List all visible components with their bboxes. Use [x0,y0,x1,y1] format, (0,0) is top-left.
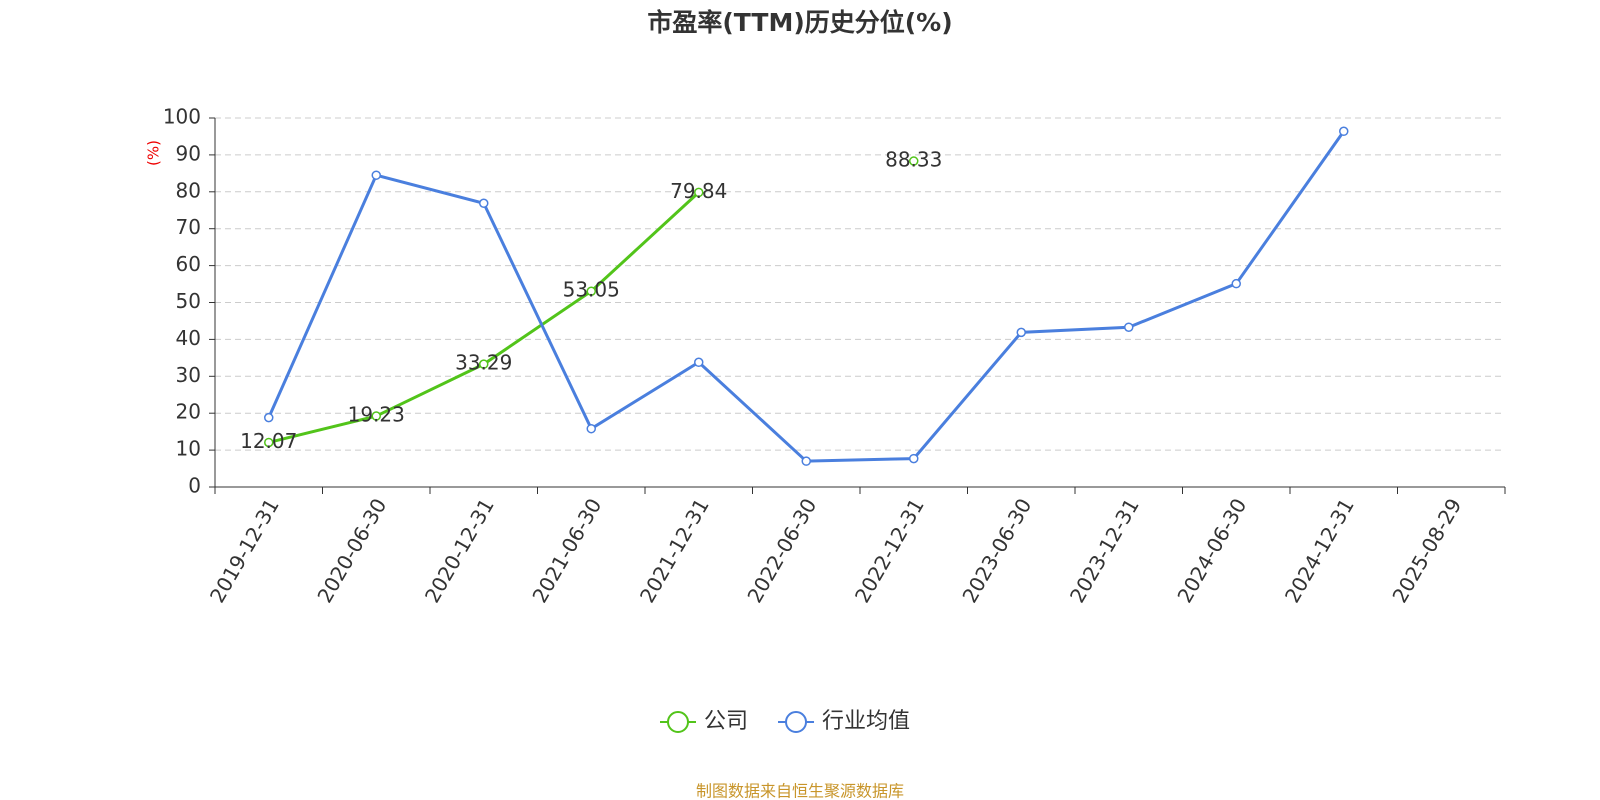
y-tick-label: 90 [176,141,201,165]
data-point [371,411,381,421]
chart-title: 市盈率(TTM)历史分位(%) [647,8,952,37]
legend-item[interactable]: 公司 [660,709,748,734]
data-point [909,453,919,464]
data-point [694,187,704,198]
x-tick-label: 2021-06-30 [527,494,606,607]
series-line [269,161,914,442]
x-tick-label: 2023-06-30 [957,494,1036,607]
footer: 制图数据来自恒生聚源数据库 [696,782,904,800]
x-tick-label: 2020-06-30 [312,494,391,607]
y-tick-label: 70 [176,215,201,239]
legend-label: 行业均值 [822,709,910,734]
x-tick-label: 2024-06-30 [1172,494,1251,607]
data-point [264,412,274,423]
y-tick-label: 10 [176,437,201,461]
y-tick-label: 20 [176,400,201,424]
x-tick-label: 2025-08-29 [1387,494,1466,607]
data-label: 19.23 [348,403,405,427]
data-point [1339,126,1349,137]
y-axis-label: (%) [145,140,163,166]
legend-marker [785,711,808,733]
data-point [586,423,596,434]
legend-marker [667,711,689,733]
data-point [1016,327,1026,338]
series-line [267,130,1345,463]
data-point [694,357,704,368]
data-point [586,286,596,296]
y-tick-label: 50 [176,289,201,313]
legend-label: 公司 [704,709,748,734]
data-point [479,198,489,208]
data-point [371,170,381,180]
data-label: 53.05 [563,278,620,302]
x-tick-label: 2019-12-31 [205,494,284,607]
data-point [264,437,274,448]
y-tick-label: 80 [176,178,201,202]
data-label: 33.29 [455,351,512,375]
data-point [909,156,919,166]
data-label: 79.84 [670,179,727,203]
y-tick-label: 0 [188,474,201,498]
x-tick-label: 2024-12-31 [1280,494,1359,607]
y-tick-label: 30 [176,363,201,387]
x-tick-label: 2022-06-30 [742,494,821,607]
y-tick-label: 40 [176,326,201,350]
data-point [1231,278,1241,289]
data-point [479,359,489,369]
x-tick-label: 2023-12-31 [1065,494,1144,607]
data-point [1124,322,1134,332]
x-tick-label: 2020-12-31 [420,494,499,607]
y-tick-label: 100 [163,105,201,129]
x-tick-label: 2022-12-31 [850,494,929,607]
data-point [801,456,811,466]
legend-item[interactable]: 行业均值 [778,709,910,734]
y-tick-label: 60 [176,252,201,276]
data-label: 88.33 [885,148,942,172]
x-tick-label: 2021-12-31 [635,494,714,607]
data-label: 12.07 [240,429,297,453]
